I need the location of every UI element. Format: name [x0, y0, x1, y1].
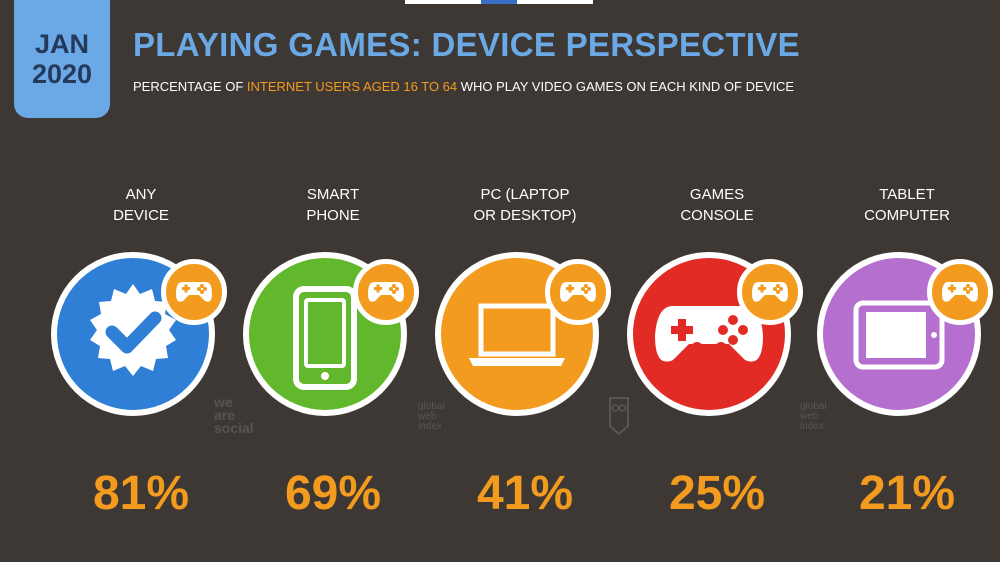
- tablet-icon: [853, 300, 945, 370]
- verified-check-icon: [90, 284, 176, 376]
- gamepad-icon: [942, 282, 978, 302]
- device-column-pc: PC (LAPTOP OR DESKTOP) 41%: [430, 0, 620, 562]
- device-column-console: GAMES CONSOLE 25%: [622, 0, 812, 562]
- device-percentage: 25%: [668, 467, 766, 520]
- gamepad-badge: [737, 259, 803, 325]
- gamepad-badge: [927, 259, 993, 325]
- gamepad-icon: [655, 306, 763, 362]
- gamepad-badge: [353, 259, 419, 325]
- we-are-social-watermark: we are social: [214, 394, 254, 436]
- subtitle-highlight: INTERNET USERS AGED 16 TO 64: [246, 79, 458, 94]
- device-column-tablet: TABLET COMPUTER 21%: [812, 0, 1000, 562]
- gamepad-icon: [752, 282, 788, 302]
- device-label: GAMES CONSOLE: [680, 186, 754, 224]
- gamepad-badge: [545, 259, 611, 325]
- device-percentage: 21%: [858, 467, 956, 520]
- smartphone-icon: [293, 286, 357, 390]
- device-column-smartphone: SMART PHONE 69%: [238, 0, 428, 562]
- device-label: TABLET COMPUTER: [864, 186, 950, 224]
- gamepad-icon: [560, 282, 596, 302]
- hootsuite-owl-icon: [609, 397, 629, 436]
- page-title: PLAYING GAMES: DEVICE PERSPECTIVE: [133, 26, 800, 63]
- device-circle: [627, 252, 791, 416]
- gamepad-icon: [368, 282, 404, 302]
- badge-month: JAN: [34, 29, 89, 59]
- top-accent-bar: [405, 0, 593, 4]
- laptop-icon: [469, 303, 565, 366]
- device-circle: [51, 252, 215, 416]
- gamepad-icon: [176, 282, 212, 302]
- device-percentage: 69%: [284, 467, 382, 520]
- date-badge: JAN 2020: [14, 0, 110, 118]
- globalwebindex-watermark: global web index: [418, 401, 445, 432]
- device-label: ANY DEVICE: [113, 186, 169, 224]
- badge-year: 2020: [31, 59, 93, 89]
- device-column-any: ANY DEVICE 81%: [46, 0, 236, 562]
- page-subtitle: PERCENTAGE OF INTERNET USERS AGED 16 TO …: [133, 79, 794, 94]
- device-label: SMART PHONE: [306, 186, 360, 224]
- globalwebindex-watermark-2: global web index: [800, 401, 827, 432]
- device-label: PC (LAPTOP OR DESKTOP): [473, 186, 577, 224]
- device-percentage: 81%: [92, 467, 190, 520]
- gamepad-badge: [161, 259, 227, 325]
- device-percentage: 41%: [476, 467, 574, 520]
